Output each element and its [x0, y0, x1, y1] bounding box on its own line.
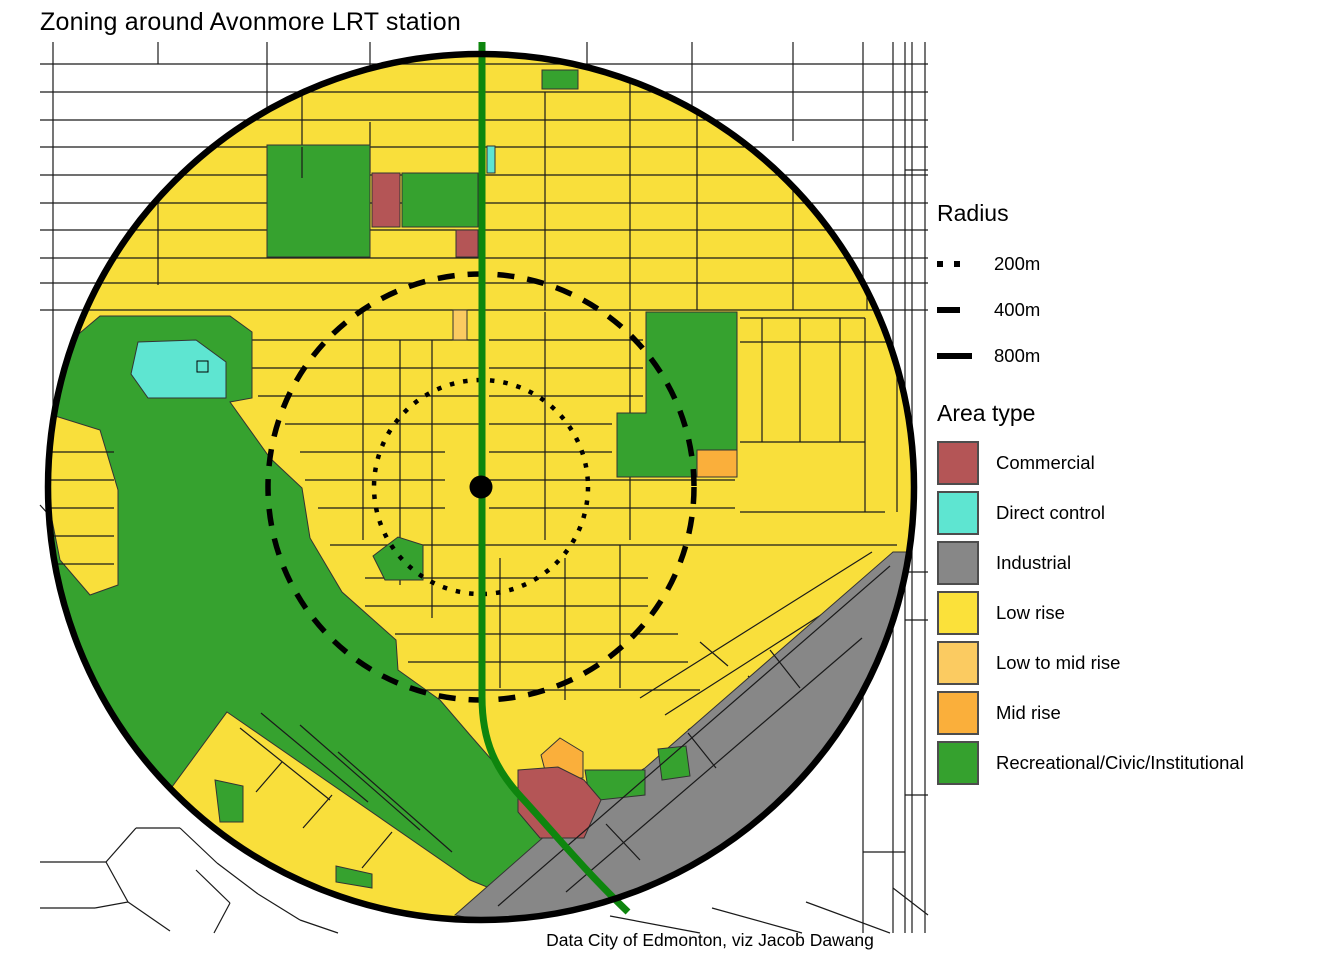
dotted-line-icon: [937, 261, 977, 267]
legend-item-400m: 400m: [937, 287, 1040, 333]
low-to-mid-rise-swatch: [937, 641, 979, 685]
region-park-northwest: [266, 144, 371, 258]
legend-item-200m: 200m: [937, 241, 1040, 287]
dashed-line-icon: [937, 307, 977, 313]
region-direct-control-west: [130, 339, 227, 399]
region-direct-control-parcel: [196, 360, 209, 373]
legend-area-type: Area type Commercial Direct control Indu…: [937, 400, 1244, 791]
station-dot: [469, 475, 493, 499]
solid-line-icon: [937, 353, 977, 359]
ring-800m: [44, 50, 918, 924]
legend-item-low-to-mid-rise: Low to mid rise: [937, 641, 1244, 685]
region-direct-control-north: [486, 145, 496, 174]
page-title: Zoning around Avonmore LRT station: [40, 8, 461, 36]
legend-radius: Radius 200m 400m 800m: [937, 200, 1040, 379]
region-park-top: [541, 69, 579, 90]
legend-item-mid-rise: Mid rise: [937, 691, 1244, 735]
legend-item-direct-control: Direct control: [937, 491, 1244, 535]
region-park-rail-parcel: [657, 745, 691, 781]
commercial-swatch: [937, 441, 979, 485]
legend-item-commercial: Commercial: [937, 441, 1244, 485]
zoning-regions: [48, 69, 914, 920]
low-rise-swatch: [937, 591, 979, 635]
region-park-tiny-south: [335, 865, 373, 889]
legend-item-low-rise: Low rise: [937, 591, 1244, 635]
legend-item-recreational: Recreational/Civic/Institutional: [937, 741, 1244, 785]
legend-area-title: Area type: [937, 400, 1036, 426]
legend-item-industrial: Industrial: [937, 541, 1244, 585]
mid-rise-swatch: [937, 691, 979, 735]
data-credit-caption: Data City of Edmonton, viz Jacob Dawang: [546, 930, 874, 950]
region-lowmid-parcel: [452, 309, 468, 341]
recreational-swatch: [937, 741, 979, 785]
region-midrise-east: [696, 449, 738, 478]
overlay-streets: [48, 147, 891, 907]
region-park-north: [401, 172, 479, 228]
region-commercial-north-small: [455, 229, 479, 258]
direct-control-swatch: [937, 491, 979, 535]
industrial-swatch: [937, 541, 979, 585]
lrt-line: [478, 42, 631, 915]
region-park-small-south: [214, 779, 244, 823]
region-commercial-north: [371, 172, 401, 228]
legend-item-800m: 800m: [937, 333, 1040, 379]
legend-radius-title: Radius: [937, 200, 1009, 226]
